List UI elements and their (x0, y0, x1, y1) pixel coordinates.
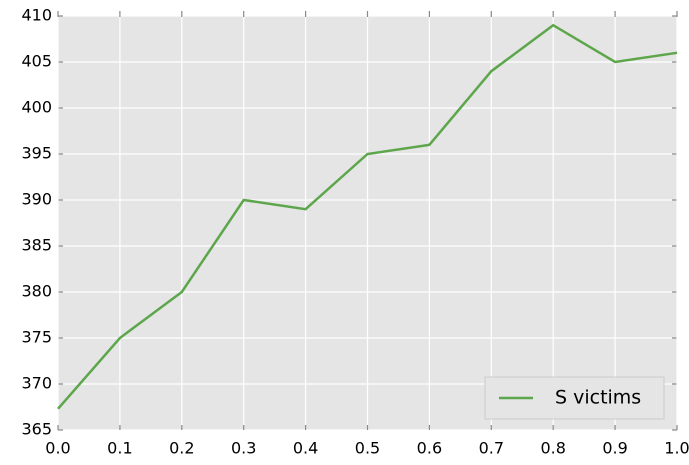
x-tick-label: 0.4 (293, 439, 318, 458)
y-tick-label: 390 (21, 190, 52, 209)
y-tick-label: 370 (21, 374, 52, 393)
x-tick-label: 0.2 (169, 439, 194, 458)
y-tick-label: 395 (21, 144, 52, 163)
y-tick-label: 385 (21, 236, 52, 255)
y-tick-label: 410 (21, 6, 52, 25)
x-tick-label: 0.3 (231, 439, 256, 458)
y-tick-label: 375 (21, 328, 52, 347)
data-line (57, 23, 678, 410)
x-tick-label: 0.8 (540, 439, 565, 458)
x-tick-label: 0.0 (45, 439, 70, 458)
x-tick-label: 0.9 (602, 439, 627, 458)
y-tick-label: 380 (21, 282, 52, 301)
y-tick-label: 400 (21, 98, 52, 117)
x-tick-label: 0.1 (107, 439, 132, 458)
x-tick-label: 0.5 (355, 439, 380, 458)
y-tick-label: 365 (21, 420, 52, 439)
x-tick-label: 0.7 (479, 439, 504, 458)
x-tick-label: 0.6 (417, 439, 442, 458)
x-tick-label: 1.0 (664, 439, 689, 458)
legend-box (484, 376, 665, 420)
legend-label: S victims (555, 387, 641, 409)
y-tick-label: 405 (21, 52, 52, 71)
